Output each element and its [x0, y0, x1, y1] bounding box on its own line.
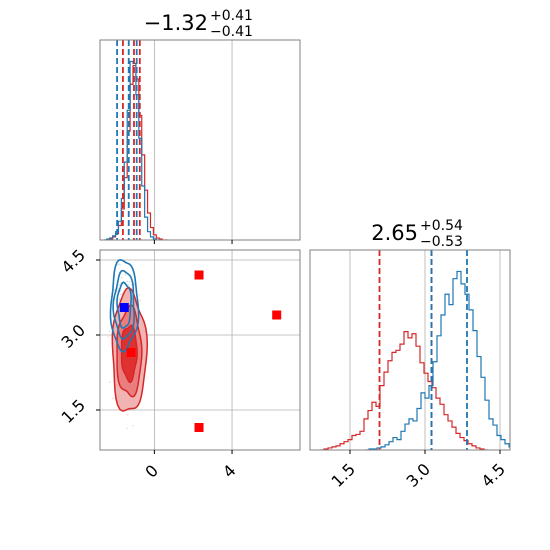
- scatter-xtick-label: 4: [219, 461, 240, 482]
- sc-frame: [99, 249, 301, 451]
- scatter-sample-point: [133, 283, 136, 286]
- hist1-blue-series: [103, 60, 160, 240]
- scatter-sample-point: [139, 300, 141, 302]
- blue-contour-level: [109, 258, 140, 353]
- hist2-xtick-label: 1.5: [328, 460, 359, 491]
- scatter-sample-point: [119, 293, 122, 296]
- scatter-sample-point: [131, 424, 134, 427]
- scatter-sample-point: [121, 277, 123, 279]
- scatter-sample-point: [113, 289, 116, 291]
- scatter-sample-point: [128, 280, 131, 283]
- scatter-sample-point: [117, 263, 119, 266]
- scatter-sample-point: [108, 381, 111, 384]
- scatter-content: [107, 258, 282, 432]
- scatter-xtick-label: 0: [141, 461, 162, 482]
- scatter-ytick-label: 3.0: [58, 321, 89, 352]
- hist2-xtick-label: 4.5: [478, 460, 509, 491]
- scatter-sample-point: [112, 397, 114, 400]
- red-square-marker: [272, 310, 282, 320]
- scatter-sample-point: [127, 283, 130, 286]
- h2-frame: [309, 249, 511, 451]
- scatter-sample-point: [107, 336, 109, 338]
- scatter-sample-point: [126, 280, 129, 283]
- blue-contour-level: [116, 281, 133, 329]
- red-square-marker: [126, 348, 136, 357]
- scatter-sample-point: [126, 427, 128, 430]
- scatter-ytick-label: 4.5: [58, 246, 89, 277]
- scatter-sample-point: [119, 263, 121, 266]
- scatter-ytick-label: 1.5: [58, 396, 89, 427]
- scatter-sample-point: [120, 289, 122, 292]
- blue-contour-level: [112, 269, 135, 340]
- scatter-sample-point: [108, 330, 111, 332]
- hist1-title-upper-error: +0.41: [210, 8, 253, 24]
- scatter-sample-point: [126, 413, 129, 416]
- red-square-marker: [194, 270, 204, 280]
- hist2-title-lower-error: −0.53: [420, 234, 463, 250]
- hist1-title: −1.32 +0.41−0.41: [144, 8, 253, 40]
- hist1-title-lower-error: −0.41: [210, 24, 253, 40]
- scatter-sample-point: [124, 274, 127, 276]
- scatter-sample-point: [138, 293, 140, 296]
- hist2-title-value: 2.65: [371, 221, 418, 245]
- hist2-title: 2.65 +0.54−0.53: [371, 218, 463, 250]
- hist2-title-upper-error: +0.54: [420, 218, 463, 234]
- hist1-title-value: −1.32: [144, 11, 208, 35]
- scatter-sample-point: [118, 284, 121, 286]
- hist2-xtick-label: 3.0: [403, 460, 434, 491]
- blue-square-marker: [119, 303, 129, 312]
- hist2-blue-series: [365, 270, 510, 450]
- red-square-marker: [194, 423, 204, 432]
- scatter-sample-point: [116, 290, 119, 293]
- h1-frame: [99, 39, 301, 241]
- hist2-red-series: [320, 331, 488, 450]
